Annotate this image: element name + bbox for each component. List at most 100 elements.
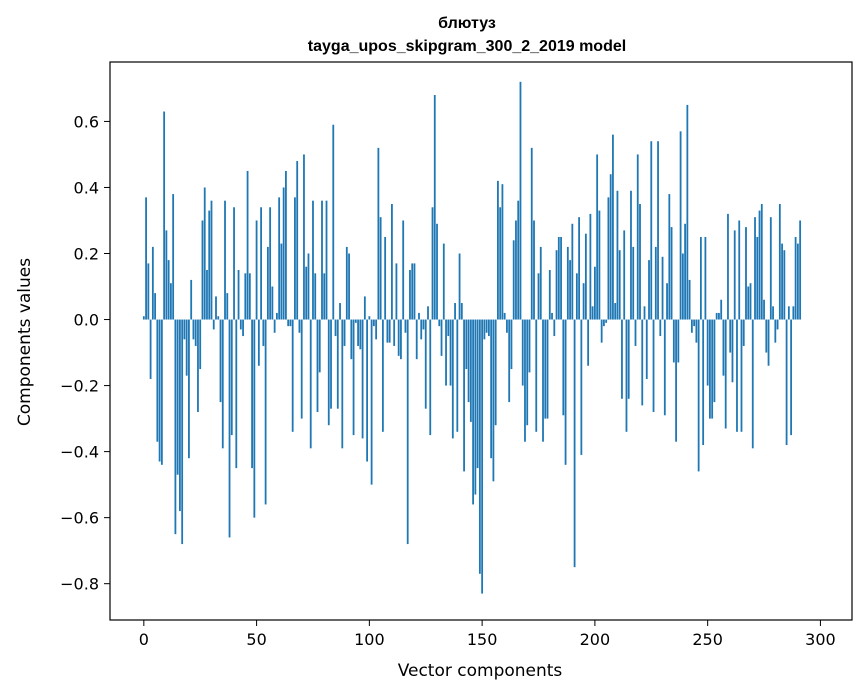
bar (478, 319, 481, 574)
bar (654, 246, 657, 320)
bar (542, 319, 544, 442)
bar (729, 319, 732, 353)
bar (451, 319, 454, 439)
bar (285, 170, 287, 320)
bar (271, 286, 274, 320)
bar (242, 319, 244, 337)
bar (269, 207, 272, 320)
bar (745, 227, 747, 320)
bar (291, 319, 294, 432)
bar (776, 319, 779, 330)
bar (422, 319, 425, 330)
bar (591, 306, 594, 320)
bar (368, 316, 371, 320)
bar (765, 319, 768, 353)
bar (233, 207, 235, 320)
bar (330, 319, 332, 409)
bar (630, 190, 632, 320)
bar (589, 213, 592, 320)
bar (415, 319, 418, 360)
bar (593, 266, 596, 320)
bar (562, 319, 565, 416)
bar (172, 194, 175, 320)
bar (639, 203, 641, 320)
bar (481, 319, 484, 594)
bar (418, 312, 420, 320)
bar (449, 319, 452, 386)
bar (546, 319, 549, 419)
bar (472, 319, 474, 505)
bar (621, 319, 623, 399)
bar (544, 319, 547, 419)
bar (194, 319, 197, 346)
bar (436, 223, 438, 320)
bar (395, 263, 398, 320)
bar (440, 319, 443, 356)
bar (751, 319, 754, 449)
bar (206, 270, 208, 320)
chart-subtitle: tayga_upos_skipgram_300_2_2019 model (308, 38, 626, 55)
bar (790, 319, 792, 436)
bar (693, 319, 696, 327)
bar (386, 319, 389, 343)
bar (361, 319, 364, 439)
bar (503, 312, 506, 320)
bar (379, 217, 382, 320)
bar (625, 319, 628, 432)
y-axis-label: Components values (15, 258, 35, 426)
bar (354, 319, 357, 323)
bar (158, 319, 161, 462)
bar (363, 296, 366, 320)
bar (282, 187, 285, 320)
bar (188, 319, 190, 459)
bar (316, 319, 319, 412)
bar (713, 319, 716, 403)
bar (670, 227, 673, 320)
bar (458, 253, 461, 320)
bar (528, 319, 531, 373)
x-ticks: 0 50 100 150 200 250 300 (139, 620, 836, 649)
bar (742, 319, 745, 346)
bar (648, 260, 650, 320)
bar (336, 319, 339, 409)
bar (519, 81, 522, 320)
bar (506, 319, 508, 333)
bar (679, 131, 682, 320)
bar (587, 319, 590, 366)
bar (147, 263, 150, 320)
bar (145, 197, 147, 320)
bar (210, 200, 213, 320)
x-tick-label: 100 (354, 630, 385, 649)
bar (749, 283, 752, 320)
bar (555, 250, 558, 320)
bar (709, 319, 711, 419)
bar (296, 161, 299, 320)
bar (508, 319, 511, 403)
bar (557, 236, 560, 320)
bar (167, 260, 170, 320)
bar (616, 190, 619, 320)
bar (763, 299, 765, 320)
bar (391, 203, 393, 320)
y-tick-label: −0.4 (60, 443, 99, 462)
bar (697, 319, 700, 472)
bar (221, 319, 224, 449)
bar (668, 194, 671, 320)
bar (160, 319, 163, 465)
bar (603, 319, 605, 327)
bar (724, 319, 727, 429)
y-tick-label: −0.6 (60, 509, 99, 528)
bar (573, 319, 576, 568)
bar (695, 319, 698, 343)
bar (652, 319, 655, 412)
bar (600, 319, 603, 343)
bar (722, 319, 725, 376)
bar (645, 319, 648, 379)
bar (494, 319, 497, 426)
bar (465, 319, 468, 370)
bar (688, 279, 691, 320)
bar (754, 217, 756, 320)
bar (154, 293, 156, 320)
bar (785, 319, 788, 446)
